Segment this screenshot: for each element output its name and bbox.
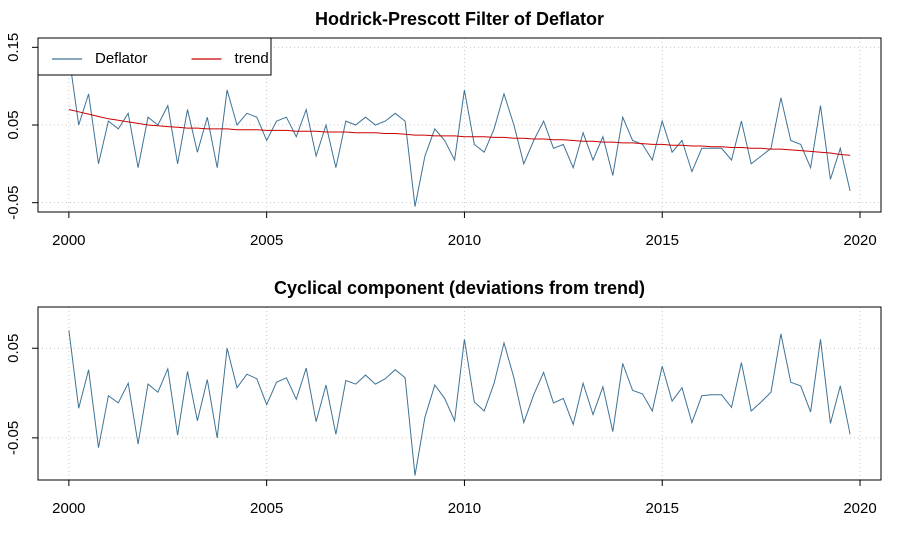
legend-box	[37, 37, 272, 76]
x-tick-label: 2015	[646, 232, 679, 249]
chart-title: Hodrick-Prescott Filter of Deflator	[315, 9, 604, 29]
x-tick-label: 2020	[843, 500, 876, 517]
x-tick-label: 2010	[448, 500, 481, 517]
plot-frame	[37, 306, 882, 481]
x-tick-label: 2015	[646, 500, 679, 517]
y-tick-label: -0.05	[5, 421, 22, 455]
x-tick-label: 2005	[250, 500, 283, 517]
x-tick-label: 2005	[250, 232, 283, 249]
x-tick-label: 2020	[843, 232, 876, 249]
data-line	[68, 330, 851, 476]
plot-frame	[37, 37, 882, 213]
y-tick-label: 0.05	[5, 334, 22, 363]
y-tick-label: -0.05	[5, 186, 22, 220]
data-line	[68, 55, 851, 207]
x-tick-label: 2010	[448, 232, 481, 249]
x-tick-label: 2000	[52, 500, 85, 517]
data-line	[68, 109, 851, 156]
chart-title: Cyclical component (deviations from tren…	[274, 278, 645, 298]
x-tick-label: 2000	[52, 232, 85, 249]
y-tick-label: 0.05	[5, 110, 22, 139]
y-tick-label: 0.15	[5, 33, 22, 62]
legend-label: Deflator	[95, 50, 148, 67]
legend-label: trend	[235, 50, 269, 67]
